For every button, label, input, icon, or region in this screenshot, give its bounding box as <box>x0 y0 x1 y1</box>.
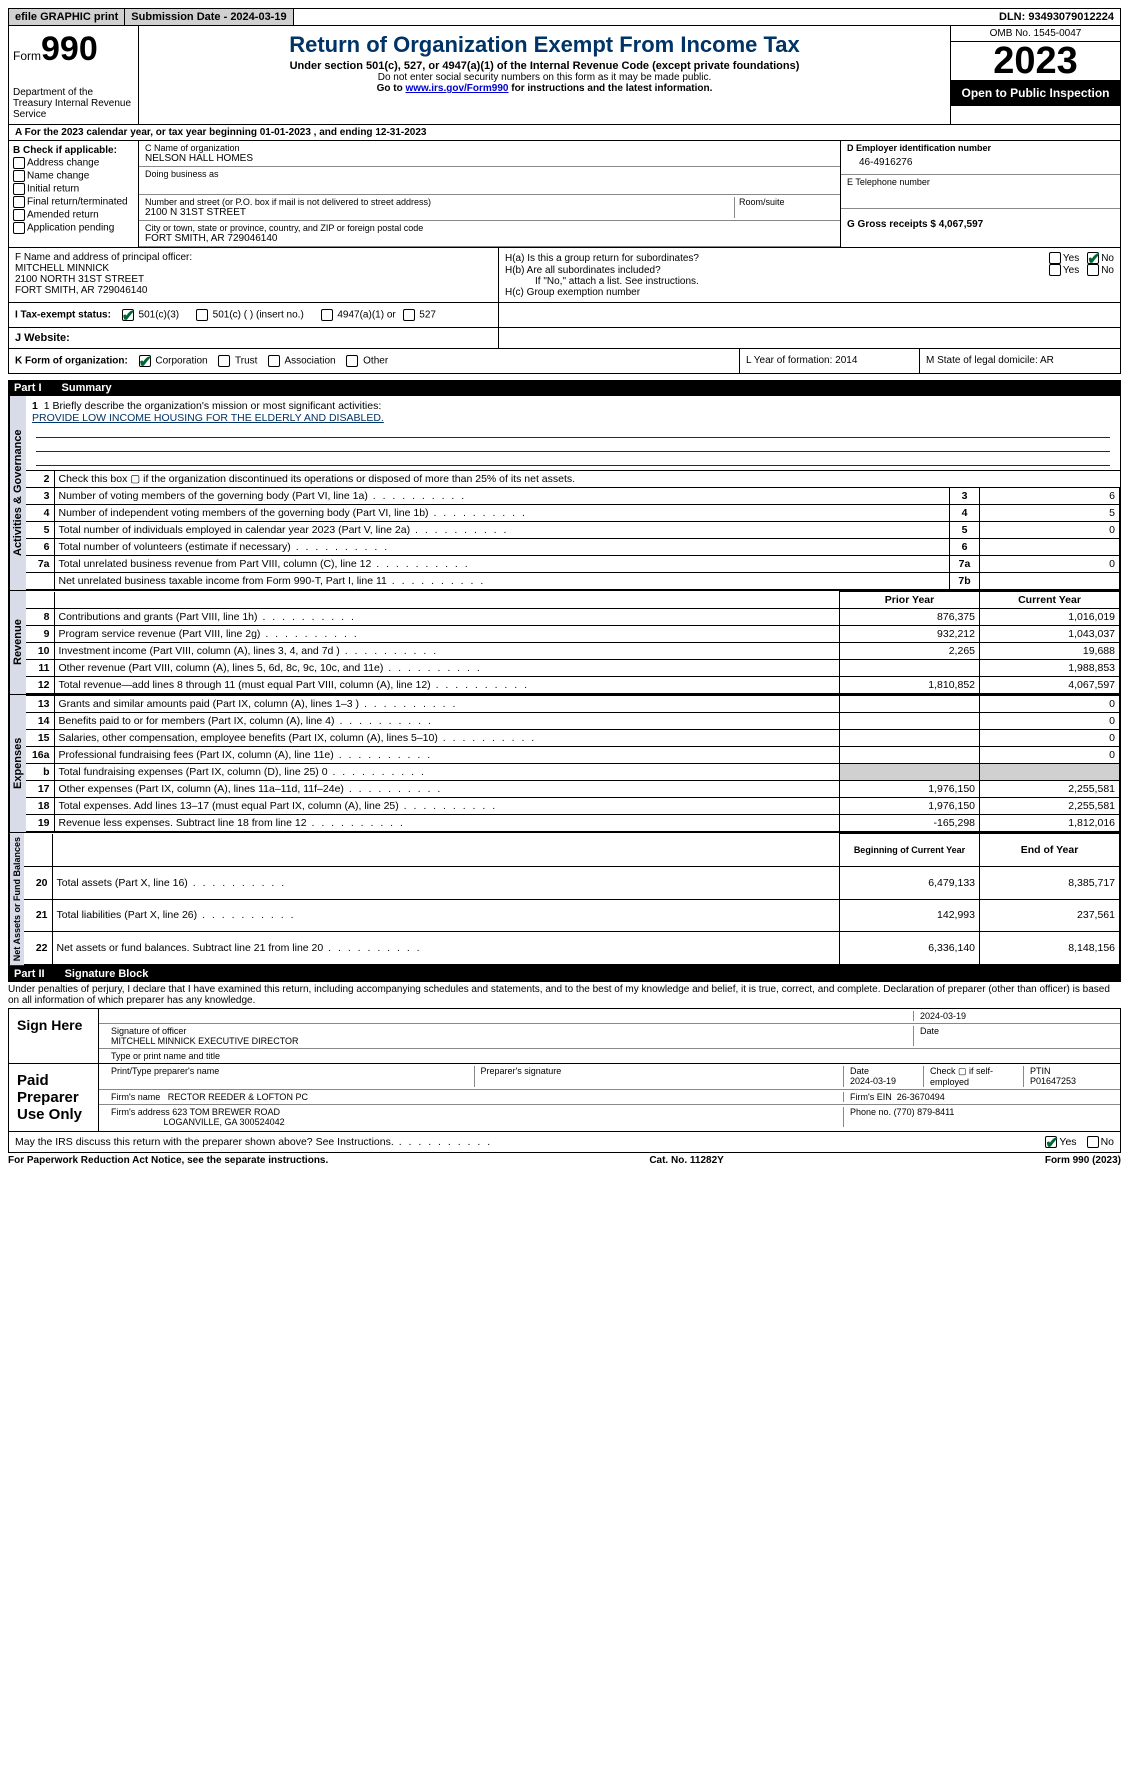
website-row: J Website: <box>8 327 1121 349</box>
chk-amended-return[interactable]: Amended return <box>13 209 134 221</box>
discuss-yes[interactable] <box>1045 1136 1057 1148</box>
city: FORT SMITH, AR 729046140 <box>145 233 834 244</box>
governance-section: Activities & Governance 1 1 Briefly desc… <box>8 396 1121 591</box>
ha-no[interactable] <box>1087 252 1099 264</box>
firm-name: RECTOR REEDER & LOFTON PC <box>168 1092 308 1102</box>
open-inspection: Open to Public Inspection <box>951 80 1120 106</box>
part1-header: Part I Summary <box>8 380 1121 396</box>
perjury-statement: Under penalties of perjury, I declare th… <box>8 982 1121 1008</box>
ha-yes[interactable] <box>1049 252 1061 264</box>
chk-address-change[interactable]: Address change <box>13 157 134 169</box>
dba-label: Doing business as <box>145 169 834 179</box>
firm-addr2: LOGANVILLE, GA 300524042 <box>164 1117 285 1127</box>
self-employed-check[interactable]: Check ▢ if self-employed <box>924 1066 1024 1087</box>
chk-final-return[interactable]: Final return/terminated <box>13 196 134 208</box>
subordinates-label: H(b) Are all subordinates included? <box>505 265 1049 276</box>
mission-label: 1 1 Briefly describe the organization's … <box>32 400 1114 412</box>
tax-exempt-row: I Tax-exempt status: 501(c)(3) 501(c) ( … <box>8 302 1121 327</box>
chk-501c3[interactable] <box>122 309 134 321</box>
org-name: NELSON HALL HOMES <box>145 153 834 164</box>
governance-table: 2Check this box ▢ if the organization di… <box>26 470 1120 590</box>
chk-initial-return[interactable]: Initial return <box>13 183 134 195</box>
preparer-date: 2024-03-19 <box>850 1076 896 1086</box>
firm-phone: (770) 879-8411 <box>894 1107 955 1117</box>
sign-here-label: Sign Here <box>9 1009 99 1063</box>
subordinates-note: If "No," attach a list. See instructions… <box>505 276 1114 287</box>
paid-preparer-label: Paid Preparer Use Only <box>9 1064 99 1131</box>
form-org-row: K Form of organization: Corporation Trus… <box>8 349 1121 374</box>
officer-name: MITCHELL MINNICK <box>15 263 492 274</box>
subtitle-2: Do not enter social security numbers on … <box>147 72 942 83</box>
footer: For Paperwork Reduction Act Notice, see … <box>8 1153 1121 1168</box>
state-domicile: M State of legal domicile: AR <box>920 349 1120 373</box>
chk-4947[interactable] <box>321 309 333 321</box>
officer-addr2: FORT SMITH, AR 729046140 <box>15 285 492 296</box>
part2-header: Part II Signature Block <box>8 966 1121 982</box>
discuss-no[interactable] <box>1087 1136 1099 1148</box>
officer-label: F Name and address of principal officer: <box>15 252 492 263</box>
signature-block: Sign Here 2024-03-19 Signature of office… <box>8 1008 1121 1132</box>
telephone-label: E Telephone number <box>847 177 1114 187</box>
chk-527[interactable] <box>403 309 415 321</box>
room-label: Room/suite <box>739 197 834 207</box>
submission-date: Submission Date - 2024-03-19 <box>125 9 293 25</box>
tax-year-range: A For the 2023 calendar year, or tax yea… <box>8 125 1121 141</box>
group-exemption-label: H(c) Group exemption number <box>505 287 1114 298</box>
year-formation: L Year of formation: 2014 <box>740 349 920 373</box>
entity-block: B Check if applicable: Address change Na… <box>8 141 1121 247</box>
address: 2100 N 31ST STREET <box>145 207 734 218</box>
chk-association[interactable] <box>268 355 280 367</box>
mission-text: PROVIDE LOW INCOME HOUSING FOR THE ELDER… <box>32 412 1114 424</box>
irs-link[interactable]: www.irs.gov/Form990 <box>405 83 508 94</box>
chk-corporation[interactable] <box>139 355 151 367</box>
gross-receipts: G Gross receipts $ 4,067,597 <box>847 219 1114 230</box>
form-header: Form990 Department of the Treasury Inter… <box>8 26 1121 125</box>
chk-501c[interactable] <box>196 309 208 321</box>
discuss-row: May the IRS discuss this return with the… <box>8 1132 1121 1153</box>
group-return-label: H(a) Is this a group return for subordin… <box>505 253 1049 264</box>
firm-ein: 26-3670494 <box>897 1092 945 1102</box>
check-applicable-label: B Check if applicable: <box>13 145 134 156</box>
revenue-section: Revenue Prior YearCurrent Year8Contribut… <box>8 591 1121 695</box>
hb-no[interactable] <box>1087 264 1099 276</box>
top-bar: efile GRAPHIC print Submission Date - 20… <box>8 8 1121 26</box>
chk-name-change[interactable]: Name change <box>13 170 134 182</box>
city-label: City or town, state or province, country… <box>145 223 834 233</box>
expenses-table: 13Grants and similar amounts paid (Part … <box>26 695 1120 832</box>
chk-other[interactable] <box>346 355 358 367</box>
netassets-table: Beginning of Current YearEnd of Year20To… <box>24 833 1120 965</box>
sign-date: 2024-03-19 <box>914 1011 1114 1021</box>
date-label: Date <box>914 1026 1114 1046</box>
revenue-table: Prior YearCurrent Year8Contributions and… <box>26 591 1120 694</box>
chk-trust[interactable] <box>218 355 230 367</box>
chk-application-pending[interactable]: Application pending <box>13 222 134 234</box>
address-label: Number and street (or P.O. box if mail i… <box>145 197 734 207</box>
efile-print-button[interactable]: efile GRAPHIC print <box>9 9 125 25</box>
dln: DLN: 93493079012224 <box>993 9 1120 25</box>
org-name-label: C Name of organization <box>145 143 834 153</box>
form-number: Form990 <box>13 30 134 69</box>
subtitle-1: Under section 501(c), 527, or 4947(a)(1)… <box>147 60 942 72</box>
officer-block: F Name and address of principal officer:… <box>8 247 1121 302</box>
officer-addr1: 2100 NORTH 31ST STREET <box>15 274 492 285</box>
tax-year: 2023 <box>951 42 1120 80</box>
ein-label: D Employer identification number <box>847 143 1114 153</box>
dept-treasury: Department of the Treasury Internal Reve… <box>13 87 134 120</box>
ptin: P01647253 <box>1030 1076 1076 1086</box>
firm-addr1: 623 TOM BREWER ROAD <box>172 1107 280 1117</box>
form-title: Return of Organization Exempt From Incom… <box>147 32 942 58</box>
ein: 46-4916276 <box>847 153 1114 172</box>
expenses-section: Expenses 13Grants and similar amounts pa… <box>8 695 1121 833</box>
vlabel-expenses: Expenses <box>9 695 26 832</box>
vlabel-revenue: Revenue <box>9 591 26 694</box>
netassets-section: Net Assets or Fund Balances Beginning of… <box>8 833 1121 966</box>
hb-yes[interactable] <box>1049 264 1061 276</box>
vlabel-governance: Activities & Governance <box>9 396 26 590</box>
officer-signature: MITCHELL MINNICK EXECUTIVE DIRECTOR <box>111 1036 907 1046</box>
vlabel-netassets: Net Assets or Fund Balances <box>9 833 24 965</box>
